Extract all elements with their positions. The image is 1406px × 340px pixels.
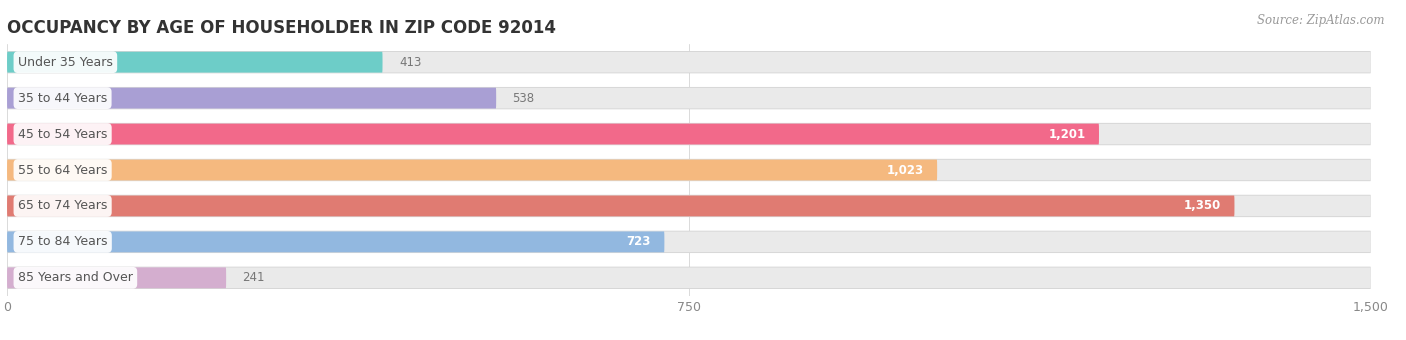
FancyBboxPatch shape <box>7 195 1234 216</box>
Text: OCCUPANCY BY AGE OF HOUSEHOLDER IN ZIP CODE 92014: OCCUPANCY BY AGE OF HOUSEHOLDER IN ZIP C… <box>7 19 555 37</box>
Text: 538: 538 <box>513 91 534 105</box>
Text: 413: 413 <box>399 56 422 69</box>
Text: 55 to 64 Years: 55 to 64 Years <box>18 164 107 176</box>
FancyBboxPatch shape <box>7 231 1371 253</box>
Text: 65 to 74 Years: 65 to 74 Years <box>18 200 107 212</box>
FancyBboxPatch shape <box>7 159 938 181</box>
FancyBboxPatch shape <box>7 51 1371 73</box>
Text: 85 Years and Over: 85 Years and Over <box>18 271 132 284</box>
FancyBboxPatch shape <box>7 124 1371 144</box>
FancyBboxPatch shape <box>7 267 1371 288</box>
FancyBboxPatch shape <box>7 52 382 73</box>
Text: 723: 723 <box>627 235 651 249</box>
FancyBboxPatch shape <box>7 87 1371 109</box>
FancyBboxPatch shape <box>7 195 1371 216</box>
Text: 241: 241 <box>242 271 264 284</box>
FancyBboxPatch shape <box>7 159 1371 181</box>
FancyBboxPatch shape <box>7 124 1099 144</box>
Text: Source: ZipAtlas.com: Source: ZipAtlas.com <box>1257 14 1385 27</box>
FancyBboxPatch shape <box>7 123 1371 145</box>
FancyBboxPatch shape <box>7 267 1371 289</box>
FancyBboxPatch shape <box>7 232 1371 252</box>
Text: 1,350: 1,350 <box>1184 200 1220 212</box>
FancyBboxPatch shape <box>7 267 226 288</box>
Text: 1,201: 1,201 <box>1049 128 1085 140</box>
Text: 35 to 44 Years: 35 to 44 Years <box>18 91 107 105</box>
Text: 75 to 84 Years: 75 to 84 Years <box>18 235 107 249</box>
Text: Under 35 Years: Under 35 Years <box>18 56 112 69</box>
Text: 45 to 54 Years: 45 to 54 Years <box>18 128 107 140</box>
FancyBboxPatch shape <box>7 88 1371 108</box>
FancyBboxPatch shape <box>7 88 496 108</box>
FancyBboxPatch shape <box>7 195 1371 217</box>
FancyBboxPatch shape <box>7 159 1371 181</box>
FancyBboxPatch shape <box>7 52 1371 73</box>
Text: 1,023: 1,023 <box>886 164 924 176</box>
FancyBboxPatch shape <box>7 232 665 252</box>
